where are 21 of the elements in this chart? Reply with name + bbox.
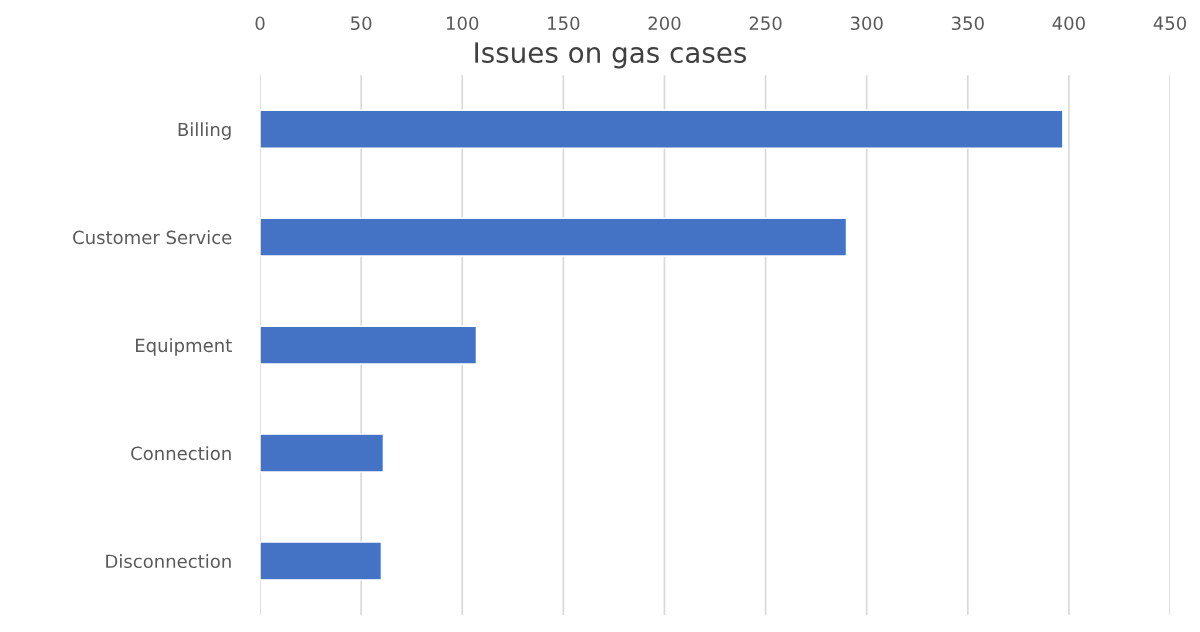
y-tick-label: Disconnection [106, 554, 231, 569]
y-tick-label: Equipment [136, 338, 232, 356]
y-tick-label: Billing [178, 122, 231, 140]
bar [260, 433, 385, 473]
x-tick-label: 0 [255, 16, 265, 31]
y-tick-label: Connection [131, 446, 231, 461]
chart-title: Issues on gas cases [475, 42, 747, 69]
x-tick-label: 200 [648, 16, 681, 31]
bar [260, 325, 478, 365]
x-tick-label: 250 [749, 16, 782, 31]
bar [260, 109, 1064, 149]
bar [260, 541, 383, 581]
x-tick-label: 100 [447, 16, 479, 31]
x-tick-label: 300 [850, 16, 883, 31]
x-tick-label: 350 [951, 16, 984, 31]
x-tick-label: 450 [1153, 16, 1187, 31]
x-tick-label: 50 [351, 16, 372, 31]
x-tick-label: 400 [1052, 16, 1085, 31]
bar [260, 217, 848, 257]
y-tick-label: Customer Service [73, 230, 232, 245]
x-tick-label: 150 [548, 16, 580, 31]
